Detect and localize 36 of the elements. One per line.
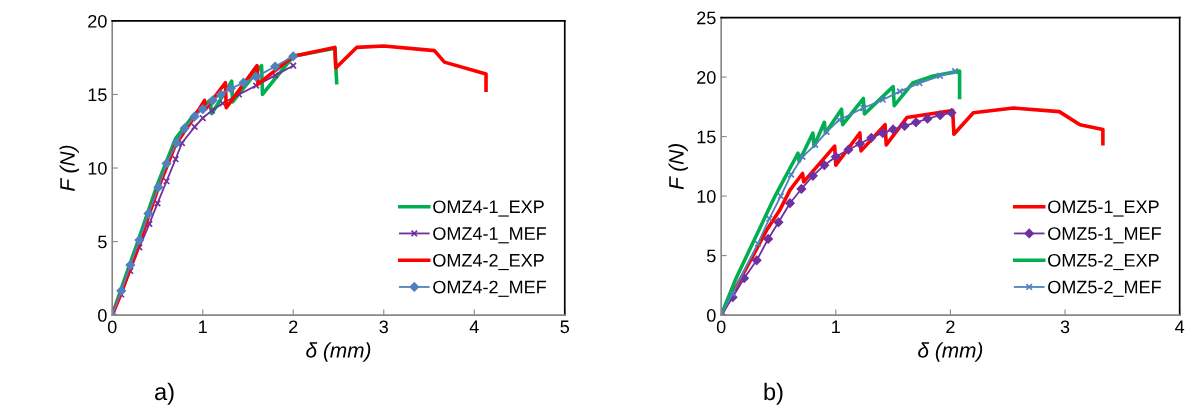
text: b) <box>764 382 783 405</box>
legend-label: OMZ4-1_EXP <box>433 200 544 217</box>
legend-label: OMZ5-1_EXP <box>1048 200 1159 217</box>
y-tick-label: 0 <box>98 309 107 322</box>
y-tick-label: 5 <box>98 235 107 249</box>
x-tick-label: 4 <box>1175 320 1185 334</box>
y-tick-label: 10 <box>88 161 107 175</box>
legend-label: OMZ4-1_MEF <box>433 227 546 244</box>
y-tick-label: 25 <box>697 11 716 25</box>
x-tick-label: 0 <box>107 320 117 334</box>
x-tick-label: 2 <box>289 320 298 334</box>
y-tick-label: 10 <box>697 190 716 203</box>
y-axis-title: F (N) <box>59 145 79 191</box>
x-tick-label: 3 <box>1060 320 1070 334</box>
legend-label: OMZ5-2_MEF <box>1048 280 1161 297</box>
x-tick-label: 3 <box>379 320 388 334</box>
legend-label: OMZ5-1_MEF <box>1048 227 1161 244</box>
x-tick-label: 1 <box>199 320 207 334</box>
x-tick-label: 0 <box>716 320 726 334</box>
x-axis-title: δ (mm) <box>306 342 371 362</box>
x-axis-title: δ (mm) <box>918 342 983 362</box>
text: a) <box>155 382 174 405</box>
x-tick-label: 2 <box>946 320 955 334</box>
y-tick-label: 15 <box>697 130 716 144</box>
x-tick-label: 5 <box>560 320 570 334</box>
y-tick-label: 15 <box>88 88 107 102</box>
x-tick-label: 1 <box>832 320 840 334</box>
legend-label: OMZ5-2_EXP <box>1048 253 1159 271</box>
y-tick-label: 5 <box>707 249 716 263</box>
y-axis-title: F (N) <box>668 144 688 190</box>
legend-label: OMZ4-2_EXP <box>433 253 544 271</box>
y-tick-label: 20 <box>88 14 107 28</box>
legend-label: OMZ4-2_MEF <box>433 280 546 297</box>
x-tick-label: 4 <box>469 320 479 334</box>
y-tick-label: 20 <box>697 71 716 84</box>
y-tick-label: 0 <box>706 309 716 322</box>
